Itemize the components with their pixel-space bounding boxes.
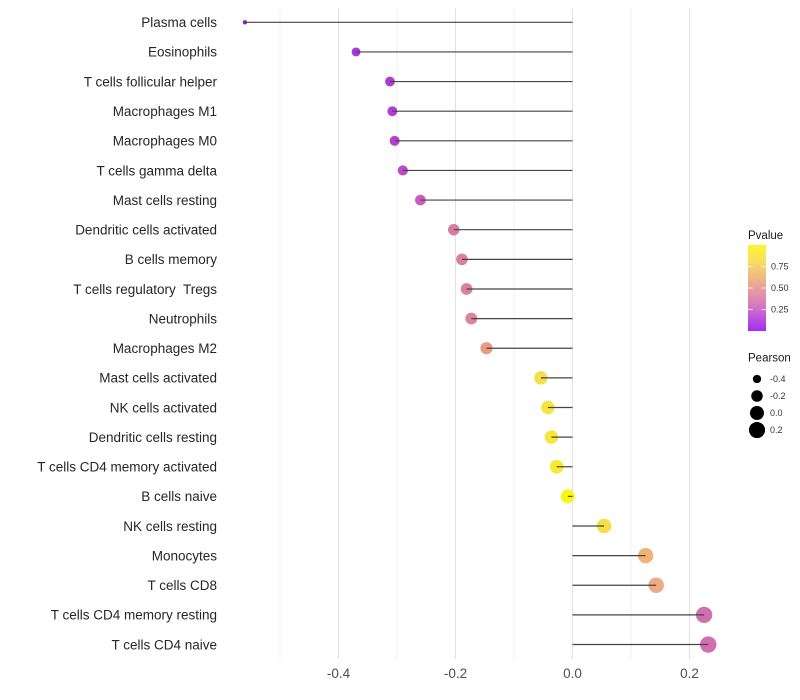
y-axis-label: B cells naive xyxy=(141,489,217,504)
y-axis-label: Monocytes xyxy=(152,548,218,563)
y-axis-label: T cells CD8 xyxy=(147,578,217,593)
y-axis-label: T cells CD4 naive xyxy=(111,637,217,652)
y-axis-label: B cells memory xyxy=(125,252,218,267)
y-axis-label: T cells CD4 memory resting xyxy=(51,608,217,623)
y-axis-label: Mast cells activated xyxy=(99,371,217,386)
y-axis-label: Plasma cells xyxy=(141,15,217,30)
pearson-legend-label: 0.2 xyxy=(770,425,783,435)
lollipop-dot xyxy=(397,165,408,176)
pearson-legend-label: -0.4 xyxy=(770,374,786,384)
y-axis-label: Neutrophils xyxy=(149,311,218,326)
pearson-legend-dot xyxy=(751,390,763,402)
y-axis-label: T cells regulatory Tregs xyxy=(73,282,217,297)
pearson-legend-title: Pearson xyxy=(748,353,791,365)
y-axis-label: T cells CD4 memory activated xyxy=(37,460,217,475)
y-axis-label: Dendritic cells resting xyxy=(89,430,217,445)
pearson-legend-label: 0.0 xyxy=(770,408,783,418)
pvalue-tick-label: 0.50 xyxy=(771,283,789,293)
y-axis-label: Macrophages M2 xyxy=(113,341,217,356)
y-axis-label: Macrophages M1 xyxy=(113,104,217,119)
pvalue-legend-title: Pvalue xyxy=(748,230,783,242)
lollipop-dot xyxy=(385,76,395,87)
y-axis-label: Macrophages M0 xyxy=(113,134,217,149)
lollipop-dot xyxy=(596,518,612,534)
x-axis-tick-label: -0.2 xyxy=(444,666,467,681)
y-axis-label: Mast cells resting xyxy=(113,193,217,208)
y-axis-label: T cells gamma delta xyxy=(96,163,217,178)
pvalue-tick-label: 0.25 xyxy=(771,305,789,315)
x-axis-tick-label: -0.4 xyxy=(327,666,351,681)
x-axis-tick-label: 0.0 xyxy=(563,666,582,681)
pearson-legend-label: -0.2 xyxy=(770,391,786,401)
lollipop-dot xyxy=(389,135,400,146)
y-axis-label: T cells follicular helper xyxy=(84,74,218,89)
y-axis-label: NK cells activated xyxy=(110,400,217,415)
pearson-legend-dot xyxy=(750,406,764,420)
y-axis-label: Dendritic cells activated xyxy=(75,223,217,238)
pearson-legend-dot xyxy=(752,374,762,384)
pvalue-tick-label: 0.75 xyxy=(771,262,789,272)
pearson-legend-dot xyxy=(748,421,766,439)
y-axis-label: NK cells resting xyxy=(123,519,217,534)
y-axis-label: Eosinophils xyxy=(148,45,217,60)
x-axis-tick-label: 0.2 xyxy=(680,666,699,681)
